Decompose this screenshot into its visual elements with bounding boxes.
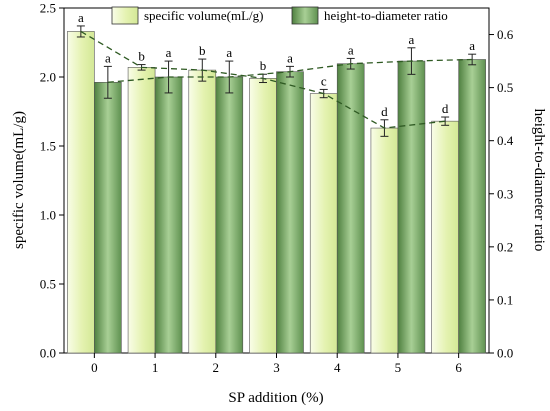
significance-label-1-0: a <box>105 50 111 65</box>
bar-specific-volume-0 <box>67 31 95 354</box>
bar-specific-volume-5 <box>370 127 399 354</box>
significance-label-1-2: a <box>226 45 232 60</box>
y-right-tick-label-6: 0.6 <box>497 27 514 42</box>
axes-layer: 0 1 2 3 4 5 6 0.0 0.5 1.0 1.5 2.0 2.5 0.0 0.1 0.2 0.3 0.4… <box>40 1 514 376</box>
bar-specific-volume-6 <box>431 120 459 354</box>
significance-label-0-2: b <box>199 43 206 58</box>
significance-label-0-3: b <box>260 58 267 73</box>
x-tick-label-2: 2 <box>213 360 220 375</box>
bar-specific-volume-2 <box>188 69 217 354</box>
significance-label-1-6: a <box>469 38 475 53</box>
significance-label-1-5: a <box>409 32 415 47</box>
bar-height-to-diameter-3 <box>276 71 304 354</box>
significance-label-0-0: a <box>78 10 84 25</box>
x-tick-label-5: 5 <box>395 360 402 375</box>
trend-line-specific-volume <box>80 30 446 129</box>
legend-label-specific-volume: specific volume(mL/g) <box>144 8 264 23</box>
y-right-tick-label-5: 0.5 <box>497 80 513 95</box>
legend-swatch-height-to-diameter <box>291 6 319 25</box>
trend-line-height-to-diameter <box>107 58 473 83</box>
y-left-tick-label-1: 0.5 <box>40 277 56 292</box>
bar-height-to-diameter-6 <box>458 59 486 354</box>
x-axis-title: SP addition (%) <box>228 390 323 406</box>
x-tick-label-0: 0 <box>91 360 98 375</box>
bar-height-to-diameter-1 <box>154 76 183 354</box>
bar-height-to-diameter-4 <box>336 63 365 354</box>
y-axis-title-left: specific volume(mL/g) <box>11 111 27 249</box>
y-right-tick-label-2: 0.2 <box>497 239 513 254</box>
legend: specific volume(mL/g) height-to-diameter… <box>111 6 448 25</box>
bar-specific-volume-4 <box>309 93 338 354</box>
significance-label-1-4: a <box>348 42 354 57</box>
y-right-tick-label-0: 0.0 <box>497 346 513 361</box>
significance-label-0-4: c <box>321 73 327 88</box>
significance-labels-layer: a b b b c d d a a a a a a a <box>78 10 475 119</box>
y-right-tick-label-3: 0.3 <box>497 186 513 201</box>
bar-specific-volume-3 <box>249 78 277 354</box>
y-left-tick-label-3: 1.5 <box>40 139 56 154</box>
x-tick-label-6: 6 <box>455 360 462 375</box>
bar-specific-volume-1 <box>127 67 156 354</box>
significance-label-1-3: a <box>287 50 293 65</box>
legend-label-height-to-diameter: height-to-diameter ratio <box>324 8 448 23</box>
y-left-tick-label-5: 2.5 <box>40 1 56 16</box>
significance-label-0-1: b <box>138 49 145 64</box>
y-left-tick-label-4: 2.0 <box>40 70 56 85</box>
x-tick-label-4: 4 <box>334 360 341 375</box>
trend-lines-layer <box>80 30 473 129</box>
legend-swatch-specific-volume <box>111 6 139 25</box>
significance-label-0-6: d <box>442 101 449 116</box>
x-tick-label-3: 3 <box>273 360 280 375</box>
y-right-tick-label-1: 0.1 <box>497 292 513 307</box>
significance-label-1-1: a <box>166 45 172 60</box>
bar-height-to-diameter-0 <box>94 82 122 354</box>
bar-height-to-diameter-2 <box>215 76 244 354</box>
significance-label-0-5: d <box>381 104 388 119</box>
x-tick-label-1: 1 <box>152 360 159 375</box>
y-left-tick-label-2: 1.0 <box>40 208 56 223</box>
y-right-tick-label-4: 0.4 <box>497 133 514 148</box>
y-left-tick-label-0: 0.0 <box>40 346 56 361</box>
bar-height-to-diameter-5 <box>397 60 426 354</box>
bars-layer <box>67 31 486 354</box>
y-axis-title-right: height-to-diameter ratio <box>531 109 547 252</box>
